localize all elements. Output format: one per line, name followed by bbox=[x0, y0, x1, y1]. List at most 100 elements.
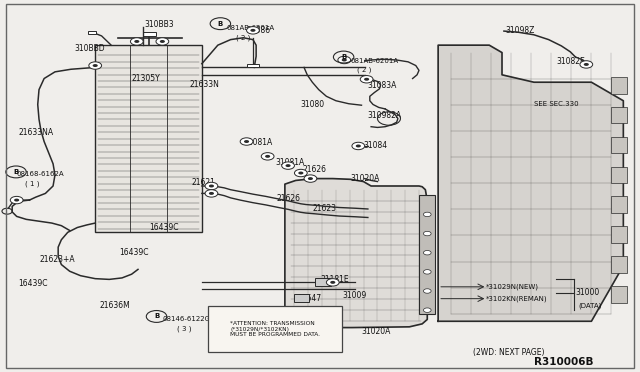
Text: 21305Y: 21305Y bbox=[132, 74, 161, 83]
Text: 31081A: 31081A bbox=[275, 158, 305, 167]
Circle shape bbox=[10, 196, 23, 204]
Circle shape bbox=[209, 192, 214, 195]
Text: 081AB-6201A: 081AB-6201A bbox=[350, 58, 398, 64]
Text: *ATTENTION: TRANSMISSION
(*31029N/*3102KN)
MUST BE PROGRAMMED DATA.: *ATTENTION: TRANSMISSION (*31029N/*3102K… bbox=[230, 321, 320, 337]
Circle shape bbox=[246, 27, 259, 34]
Text: 16439C: 16439C bbox=[119, 248, 148, 257]
Text: 16439C: 16439C bbox=[19, 279, 48, 288]
Polygon shape bbox=[285, 179, 428, 328]
Circle shape bbox=[282, 162, 294, 169]
Text: ( 2 ): ( 2 ) bbox=[236, 35, 250, 41]
Circle shape bbox=[265, 155, 270, 158]
Text: 21626: 21626 bbox=[302, 165, 326, 174]
Circle shape bbox=[580, 61, 593, 68]
Circle shape bbox=[326, 279, 339, 286]
Circle shape bbox=[134, 40, 140, 43]
Text: 21621: 21621 bbox=[191, 178, 215, 187]
Text: 31083A: 31083A bbox=[368, 81, 397, 90]
Bar bbox=[611, 226, 627, 243]
Circle shape bbox=[285, 164, 291, 167]
Circle shape bbox=[356, 144, 361, 147]
Bar bbox=[611, 196, 627, 213]
Bar bbox=[246, 64, 259, 67]
Bar bbox=[611, 256, 627, 273]
Circle shape bbox=[14, 199, 19, 202]
Text: 31020A: 31020A bbox=[362, 327, 391, 336]
Circle shape bbox=[209, 185, 214, 187]
Circle shape bbox=[338, 56, 351, 64]
Text: 31084: 31084 bbox=[364, 141, 388, 151]
Bar bbox=[611, 107, 627, 124]
Circle shape bbox=[89, 62, 102, 69]
Text: *3102KN(REMAN): *3102KN(REMAN) bbox=[486, 295, 548, 302]
Text: 081AB-6201A: 081AB-6201A bbox=[227, 26, 275, 32]
Circle shape bbox=[352, 142, 365, 150]
Circle shape bbox=[304, 175, 317, 182]
Text: (DATA): (DATA) bbox=[579, 302, 602, 309]
Circle shape bbox=[308, 177, 313, 180]
Circle shape bbox=[156, 38, 169, 45]
Circle shape bbox=[250, 29, 255, 32]
Circle shape bbox=[360, 76, 373, 83]
Text: 31000: 31000 bbox=[575, 288, 600, 297]
Circle shape bbox=[298, 171, 303, 174]
Bar bbox=[611, 77, 627, 94]
Circle shape bbox=[160, 40, 165, 43]
Circle shape bbox=[342, 58, 347, 61]
Polygon shape bbox=[438, 45, 623, 321]
Text: 21647: 21647 bbox=[298, 294, 322, 303]
Text: R310006B: R310006B bbox=[534, 357, 593, 367]
Circle shape bbox=[424, 212, 431, 217]
Text: 31009: 31009 bbox=[342, 291, 367, 300]
Bar bbox=[143, 32, 156, 36]
Text: ( 1 ): ( 1 ) bbox=[25, 181, 40, 187]
Text: 31082E: 31082E bbox=[556, 57, 585, 66]
Text: 310BBD: 310BBD bbox=[74, 44, 105, 53]
Circle shape bbox=[424, 270, 431, 274]
Text: *31029N(NEW): *31029N(NEW) bbox=[486, 283, 539, 290]
Text: 21623: 21623 bbox=[312, 204, 337, 213]
Bar bbox=[315, 278, 331, 286]
Text: B: B bbox=[13, 169, 19, 175]
Circle shape bbox=[364, 78, 369, 81]
Bar bbox=[287, 321, 303, 328]
Bar bbox=[611, 167, 627, 183]
Circle shape bbox=[292, 323, 297, 326]
Circle shape bbox=[131, 38, 143, 45]
Text: 21636M: 21636M bbox=[100, 301, 131, 310]
Circle shape bbox=[330, 281, 335, 284]
Text: B: B bbox=[218, 21, 223, 27]
Text: B: B bbox=[341, 54, 346, 60]
Text: 31098Z: 31098Z bbox=[505, 26, 534, 35]
Circle shape bbox=[288, 321, 301, 328]
Circle shape bbox=[424, 250, 431, 255]
Text: 21633NA: 21633NA bbox=[19, 128, 54, 137]
Text: ( 2 ): ( 2 ) bbox=[357, 67, 371, 73]
Circle shape bbox=[424, 308, 431, 312]
Text: 08146-6122G: 08146-6122G bbox=[163, 317, 211, 323]
Circle shape bbox=[261, 153, 274, 160]
Text: ( 3 ): ( 3 ) bbox=[177, 326, 191, 332]
Circle shape bbox=[424, 231, 431, 236]
Text: 16439C: 16439C bbox=[149, 223, 179, 232]
Bar bbox=[88, 31, 97, 34]
Text: 08168-6162A: 08168-6162A bbox=[16, 171, 63, 177]
Circle shape bbox=[205, 182, 218, 190]
Circle shape bbox=[294, 169, 307, 177]
Bar bbox=[611, 286, 627, 303]
Text: B: B bbox=[154, 314, 159, 320]
Bar bbox=[95, 45, 202, 232]
Circle shape bbox=[240, 138, 253, 145]
Text: 31181E: 31181E bbox=[320, 275, 349, 284]
Text: 310BB3: 310BB3 bbox=[145, 20, 174, 29]
Circle shape bbox=[584, 63, 589, 66]
Bar bbox=[419, 195, 435, 314]
Text: 21633N: 21633N bbox=[189, 80, 219, 89]
FancyBboxPatch shape bbox=[208, 307, 342, 352]
Circle shape bbox=[93, 64, 98, 67]
Text: 31081A: 31081A bbox=[243, 138, 273, 147]
Text: 310982A: 310982A bbox=[368, 111, 402, 120]
Circle shape bbox=[205, 190, 218, 197]
Text: 21626: 21626 bbox=[276, 194, 301, 203]
Text: 21623+A: 21623+A bbox=[39, 255, 75, 264]
